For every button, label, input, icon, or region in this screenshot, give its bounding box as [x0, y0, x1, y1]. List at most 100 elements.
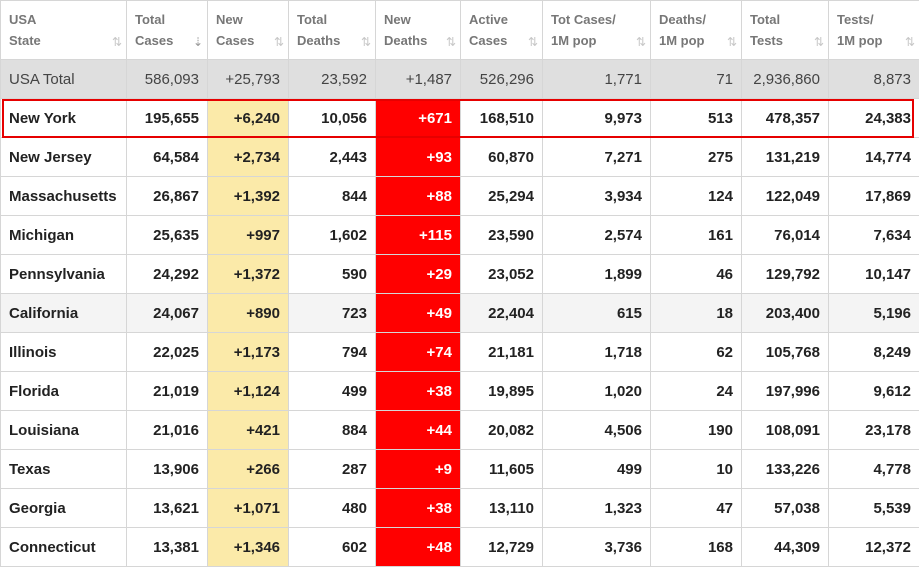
- column-header-state[interactable]: USA State ⇅: [0, 0, 127, 60]
- cell-new-cases: +1,173: [207, 332, 289, 372]
- sort-icon[interactable]: ⇅: [527, 35, 538, 49]
- cell-tests-per-million: 24,383: [828, 98, 919, 138]
- cell-total-tests: 129,792: [741, 254, 829, 294]
- column-header-total-cases[interactable]: Total Cases ⇣: [126, 0, 208, 60]
- cell-new-cases: +25,793: [207, 59, 289, 99]
- cell-new-deaths: +9: [375, 449, 461, 489]
- table-row: California 24,067 +890 723 +49 22,404 615 18 203…: [0, 293, 919, 333]
- cell-active-cases: 19,895: [460, 371, 543, 411]
- cell-cases-per-million: 7,271: [542, 137, 651, 177]
- cell-new-deaths: +38: [375, 488, 461, 528]
- cell-cases-per-million: 1,718: [542, 332, 651, 372]
- cell-total-cases: 26,867: [126, 176, 208, 216]
- cell-total-deaths: 287: [288, 449, 376, 489]
- cell-state[interactable]: Texas: [0, 449, 127, 489]
- cell-tests-per-million: 5,539: [828, 488, 919, 528]
- cell-deaths-per-million: 71: [650, 59, 742, 99]
- cell-state[interactable]: Florida: [0, 371, 127, 411]
- cell-total-cases: 21,016: [126, 410, 208, 450]
- column-header-deaths-per-million[interactable]: Deaths/1M pop ⇅: [650, 0, 742, 60]
- cell-new-cases: +6,240: [207, 98, 289, 138]
- cell-state[interactable]: New York: [0, 98, 127, 138]
- cell-active-cases: 21,181: [460, 332, 543, 372]
- column-header-active-cases[interactable]: Active Cases ⇅: [460, 0, 543, 60]
- cell-total-cases: 195,655: [126, 98, 208, 138]
- cell-total-deaths: 10,056: [288, 98, 376, 138]
- cell-new-cases: +1,346: [207, 527, 289, 567]
- cell-deaths-per-million: 124: [650, 176, 742, 216]
- cell-active-cases: 20,082: [460, 410, 543, 450]
- cell-state[interactable]: California: [0, 293, 127, 333]
- cell-deaths-per-million: 10: [650, 449, 742, 489]
- column-header-tests-per-million[interactable]: Tests/1M pop ⇅: [828, 0, 919, 60]
- cell-state[interactable]: Georgia: [0, 488, 127, 528]
- cell-total-tests: 57,038: [741, 488, 829, 528]
- table-row: New Jersey 64,584 +2,734 2,443 +93 60,870 7,27…: [0, 137, 919, 177]
- column-header-new-cases[interactable]: New Cases ⇅: [207, 0, 289, 60]
- cell-total-cases: 24,292: [126, 254, 208, 294]
- header-row: USA State ⇅ Total Cases ⇣ New Cases ⇅ Total Dea…: [0, 0, 919, 60]
- cell-deaths-per-million: 46: [650, 254, 742, 294]
- cell-active-cases: 12,729: [460, 527, 543, 567]
- cell-tests-per-million: 8,873: [828, 59, 919, 99]
- cell-deaths-per-million: 24: [650, 371, 742, 411]
- cell-tests-per-million: 8,249: [828, 332, 919, 372]
- cell-new-cases: +2,734: [207, 137, 289, 177]
- cell-deaths-per-million: 62: [650, 332, 742, 372]
- column-header-total-deaths[interactable]: Total Deaths ⇅: [288, 0, 376, 60]
- cell-deaths-per-million: 275: [650, 137, 742, 177]
- cell-total-tests: 478,357: [741, 98, 829, 138]
- cell-tests-per-million: 5,196: [828, 293, 919, 333]
- cell-active-cases: 23,590: [460, 215, 543, 255]
- cell-total-deaths: 844: [288, 176, 376, 216]
- sort-descending-icon[interactable]: ⇣: [192, 35, 203, 49]
- sort-icon[interactable]: ⇅: [111, 35, 122, 49]
- table-row: Pennsylvania 24,292 +1,372 590 +29 23,052 1,89…: [0, 254, 919, 294]
- cell-cases-per-million: 1,020: [542, 371, 651, 411]
- column-header-cases-per-million[interactable]: Tot Cases/1M pop ⇅: [542, 0, 651, 60]
- cell-total-cases: 586,093: [126, 59, 208, 99]
- column-header-total-tests[interactable]: Total Tests ⇅: [741, 0, 829, 60]
- cell-state[interactable]: Massachusetts: [0, 176, 127, 216]
- cell-state[interactable]: Michigan: [0, 215, 127, 255]
- cell-new-cases: +1,124: [207, 371, 289, 411]
- cell-new-deaths: +49: [375, 293, 461, 333]
- cell-total-deaths: 794: [288, 332, 376, 372]
- cell-cases-per-million: 3,736: [542, 527, 651, 567]
- cell-new-cases: +1,372: [207, 254, 289, 294]
- cell-total-tests: 105,768: [741, 332, 829, 372]
- cell-total-cases: 13,906: [126, 449, 208, 489]
- sort-icon[interactable]: ⇅: [813, 35, 824, 49]
- sort-icon[interactable]: ⇅: [726, 35, 737, 49]
- cell-cases-per-million: 3,934: [542, 176, 651, 216]
- cell-new-deaths: +1,487: [375, 59, 461, 99]
- table-row-total: USA Total 586,093 +25,793 23,592 +1,487 526,2…: [0, 59, 919, 99]
- cell-new-deaths: +29: [375, 254, 461, 294]
- cell-state[interactable]: Pennsylvania: [0, 254, 127, 294]
- table-row: New York 195,655 +6,240 10,056 +671 168,510 9,…: [0, 98, 919, 138]
- sort-icon[interactable]: ⇅: [445, 35, 456, 49]
- cell-total-deaths: 499: [288, 371, 376, 411]
- cell-active-cases: 13,110: [460, 488, 543, 528]
- column-header-new-deaths[interactable]: New Deaths ⇅: [375, 0, 461, 60]
- cell-state[interactable]: Connecticut: [0, 527, 127, 567]
- table-body: USA Total 586,093 +25,793 23,592 +1,487 526,2…: [0, 59, 919, 567]
- cell-cases-per-million: 1,899: [542, 254, 651, 294]
- sort-icon[interactable]: ⇅: [360, 35, 371, 49]
- cell-total-deaths: 723: [288, 293, 376, 333]
- cell-new-cases: +1,071: [207, 488, 289, 528]
- sort-icon[interactable]: ⇅: [904, 35, 915, 49]
- cell-new-deaths: +38: [375, 371, 461, 411]
- cell-total-tests: 122,049: [741, 176, 829, 216]
- sort-icon[interactable]: ⇅: [273, 35, 284, 49]
- cell-state[interactable]: New Jersey: [0, 137, 127, 177]
- cell-state[interactable]: Illinois: [0, 332, 127, 372]
- table-row: Massachusetts 26,867 +1,392 844 +88 25,294 3,9…: [0, 176, 919, 216]
- sort-icon[interactable]: ⇅: [635, 35, 646, 49]
- cell-active-cases: 526,296: [460, 59, 543, 99]
- cell-total-tests: 131,219: [741, 137, 829, 177]
- cell-deaths-per-million: 18: [650, 293, 742, 333]
- cell-state[interactable]: Louisiana: [0, 410, 127, 450]
